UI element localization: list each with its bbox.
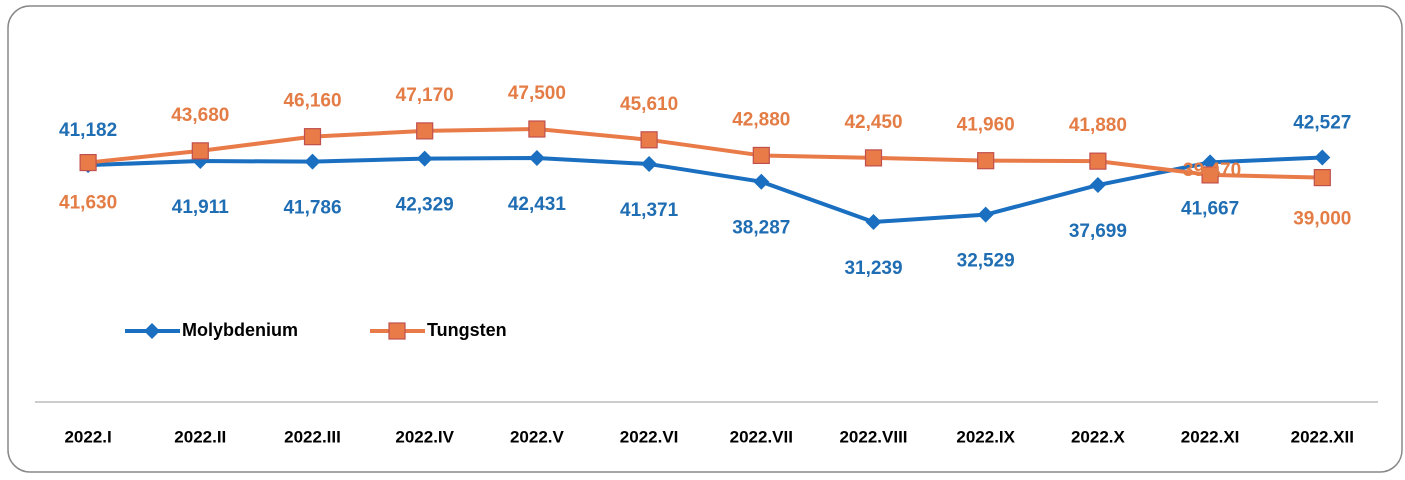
legend-label: Tungsten [427,320,507,340]
data-label: 41,371 [620,200,679,221]
legend-label: Molybdenium [182,320,298,340]
data-point [977,152,995,170]
data-label: 42,329 [396,195,454,216]
x-tick-label: 2022.III [284,427,341,446]
data-label: 47,500 [508,83,566,104]
data-label: 41,182 [59,120,117,141]
data-point [640,131,658,149]
data-point [1089,177,1106,194]
series-line [88,155,1323,224]
data-point [753,173,770,190]
data-point [191,142,209,160]
x-tick-label: 2022.VIII [839,427,907,446]
data-label: 46,160 [283,91,341,112]
x-tick-label: 2022.I [64,427,111,446]
x-tick-label: 2022.XI [1181,427,1240,446]
data-label: 41,911 [172,197,229,218]
x-tick-label: 2022.X [1071,427,1126,446]
data-label: 32,529 [957,251,1015,272]
x-tick-label: 2022.V [510,427,565,446]
data-point [79,153,97,172]
x-tick-label: 2022.IX [956,427,1015,446]
x-tick-label: 2022.XII [1291,427,1354,446]
data-label: 41,667 [1181,198,1239,219]
data-label: 41,786 [283,198,341,219]
data-label: 45,610 [620,94,678,115]
series-line [87,127,1323,180]
data-point [416,122,434,140]
data-point [1201,166,1219,184]
data-label: 38,287 [732,218,790,239]
data-point [864,149,883,167]
data-point [528,120,546,138]
x-tick-label: 2022.IV [395,427,454,446]
chart-frame [7,5,1403,473]
data-point [1314,149,1331,166]
data-label: 42,431 [508,194,567,215]
x-tick-label: 2022.VII [730,427,793,446]
data-label: 47,170 [396,85,454,106]
data-label: 39,000 [1293,209,1351,230]
data-label: 42,450 [844,112,902,133]
x-tick-label: 2022.II [174,427,226,446]
data-point [304,153,321,170]
data-point [528,149,545,166]
data-label: 41,960 [957,115,1015,136]
data-label: 37,699 [1069,221,1127,242]
data-label: 39,470 [1183,160,1241,181]
data-point [1313,169,1331,187]
data-point [1089,152,1107,170]
legend-marker [388,322,406,340]
data-point [977,206,994,223]
x-tick-label: 2022.VI [620,427,679,446]
data-point [865,214,882,230]
data-point [416,150,433,167]
data-label: 42,527 [1293,112,1351,133]
data-point [303,128,322,146]
data-label: 41,880 [1069,115,1127,136]
data-label: 41,630 [59,193,117,214]
legend-marker [144,323,160,339]
data-point [752,146,770,165]
data-label: 43,680 [171,105,229,126]
data-label: 31,239 [844,258,902,279]
data-point [641,156,658,173]
data-label: 42,880 [732,109,790,130]
